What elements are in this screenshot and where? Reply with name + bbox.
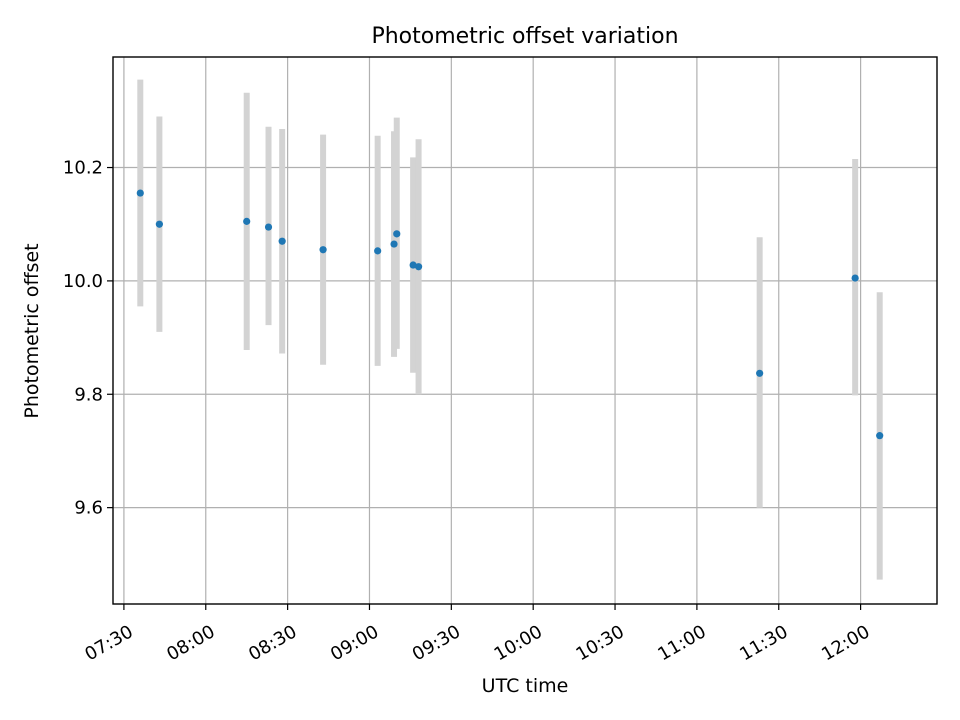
x-tick-label: 09:00 bbox=[327, 621, 382, 665]
x-tick-label: 11:00 bbox=[654, 621, 709, 665]
plot-frame bbox=[112, 56, 938, 605]
data-point bbox=[264, 223, 273, 231]
data-point bbox=[390, 240, 398, 248]
data-point bbox=[136, 189, 144, 197]
data-points bbox=[136, 189, 884, 440]
y-axis-ticks: 9.6 9.8 10.0 10.2 bbox=[63, 158, 113, 519]
y-tick-label: 9.8 bbox=[74, 384, 103, 405]
data-point bbox=[278, 237, 286, 245]
data-point bbox=[409, 261, 417, 269]
data-point bbox=[243, 217, 251, 225]
error-bars bbox=[137, 79, 883, 580]
x-tick-label: 11:30 bbox=[736, 621, 791, 665]
y-tick-label: 10.2 bbox=[63, 158, 103, 179]
y-axis-label: Photometric offset bbox=[21, 243, 43, 418]
data-point bbox=[374, 247, 382, 255]
x-tick-label: 09:30 bbox=[409, 621, 464, 665]
x-axis-ticks: 07:30 08:00 08:30 09:00 09:30 10:00 10:30 11:00… bbox=[81, 604, 874, 665]
x-tick-label: 10:30 bbox=[573, 621, 628, 665]
x-tick-label: 12:00 bbox=[818, 621, 873, 665]
data-point bbox=[876, 432, 884, 440]
data-point bbox=[756, 369, 764, 377]
y-tick-label: 9.6 bbox=[74, 498, 103, 519]
data-point bbox=[851, 274, 859, 282]
x-tick-label: 07:30 bbox=[81, 621, 136, 665]
data-point bbox=[319, 246, 327, 254]
x-tick-label: 08:00 bbox=[163, 621, 218, 665]
data-point bbox=[393, 230, 401, 238]
data-point bbox=[155, 220, 163, 228]
y-tick-label: 10.0 bbox=[63, 271, 103, 292]
chart-title: Photometric offset variation bbox=[371, 24, 678, 49]
x-axis-label: UTC time bbox=[482, 675, 569, 697]
grid bbox=[113, 57, 937, 604]
x-tick-label: 08:30 bbox=[245, 621, 300, 665]
x-tick-label: 10:00 bbox=[491, 621, 546, 665]
data-point bbox=[414, 263, 423, 271]
